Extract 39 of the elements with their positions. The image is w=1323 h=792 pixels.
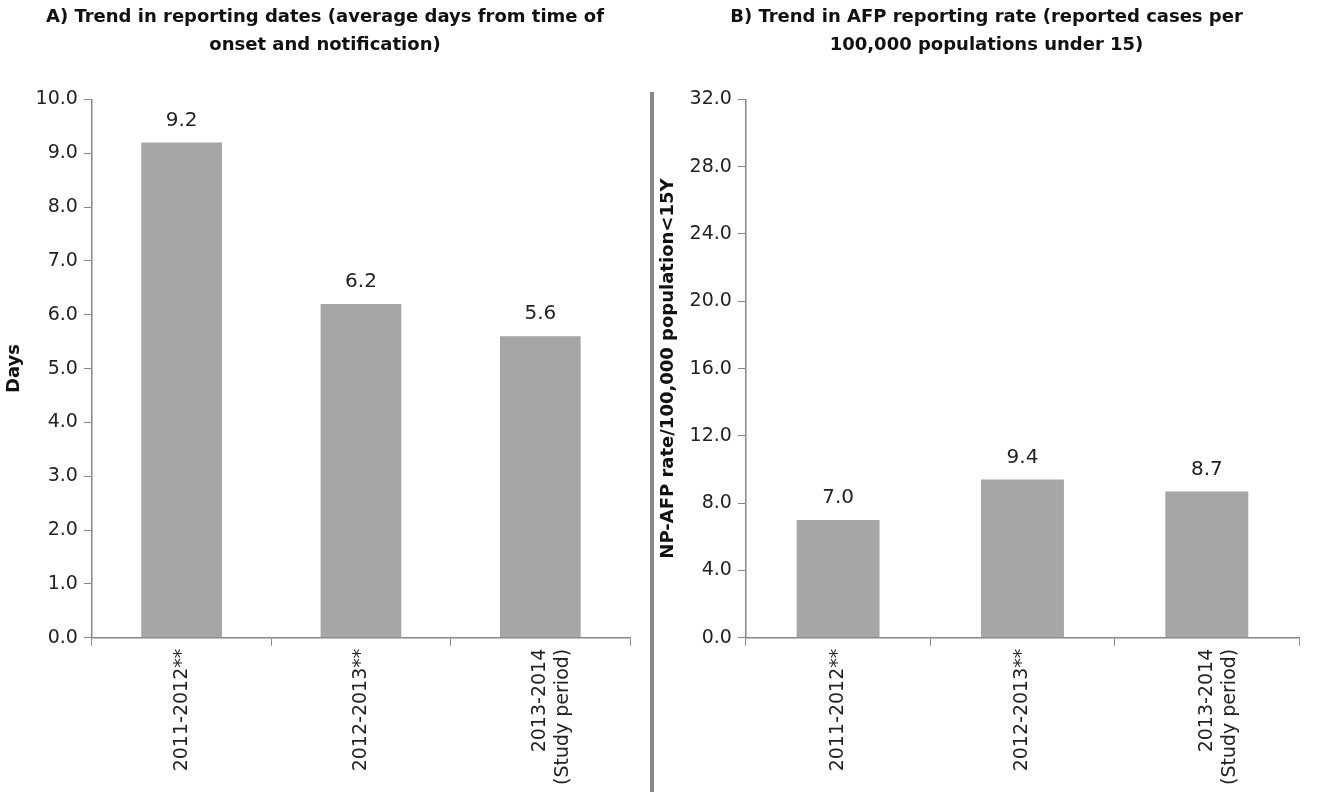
x-tick-label: 2011-2012** <box>825 648 848 772</box>
data-label: 8.7 <box>1190 455 1223 480</box>
data-label: 9.4 <box>1006 443 1039 468</box>
y-tick-label: 8.0 <box>47 194 78 217</box>
y-tick-label: 1.0 <box>47 570 78 593</box>
x-tick-label: 2013-2014 (Study period) <box>527 648 573 785</box>
y-tick-label: 2.0 <box>47 517 78 540</box>
data-label: 6.2 <box>345 268 377 293</box>
y-tick-label: 10.0 <box>35 86 78 109</box>
y-tick-label: 0.0 <box>701 624 732 647</box>
y-tick-label: 28.0 <box>689 153 732 176</box>
y-tick-label: 20.0 <box>689 288 732 311</box>
y-tick-label: 8.0 <box>701 490 732 513</box>
x-tick-label: 2011-2012** <box>168 648 191 772</box>
x-tick-label: 2012-2013** <box>1009 648 1032 772</box>
x-tick-label: 2013-2014 (Study period) <box>1193 648 1239 785</box>
y-tick-label: 4.0 <box>701 557 732 580</box>
y-tick-label: 5.0 <box>47 355 78 378</box>
chart-title: A) Trend in reporting dates (average days from time of onset and notification) <box>45 4 606 56</box>
bar <box>499 336 581 638</box>
y-tick-label: 4.0 <box>47 409 78 432</box>
y-axis-title: Days <box>2 344 24 394</box>
y-tick-label: 6.0 <box>47 301 78 324</box>
y-tick-label: 32.0 <box>689 86 732 109</box>
y-tick-label: 12.0 <box>689 422 732 445</box>
y-tick-label: 9.0 <box>47 140 78 163</box>
data-label: 5.6 <box>524 300 557 325</box>
bar <box>320 303 402 638</box>
x-tick-label: 2012-2013** <box>347 648 370 772</box>
data-label: 7.0 <box>822 484 854 509</box>
y-tick-label: 3.0 <box>47 463 78 486</box>
bar <box>141 142 222 638</box>
y-axis-title: NP-AFP rate/100,000 population<15Y <box>656 177 678 559</box>
data-label: 9.2 <box>165 106 198 131</box>
y-tick-label: 16.0 <box>689 355 732 378</box>
chart-title: B) Trend in AFP reporting rate (reported cases per 100,000 populations under 15) <box>729 4 1244 56</box>
y-tick-label: 0.0 <box>47 624 78 647</box>
y-tick-label: 24.0 <box>689 220 732 243</box>
y-tick-label: 7.0 <box>47 247 78 270</box>
